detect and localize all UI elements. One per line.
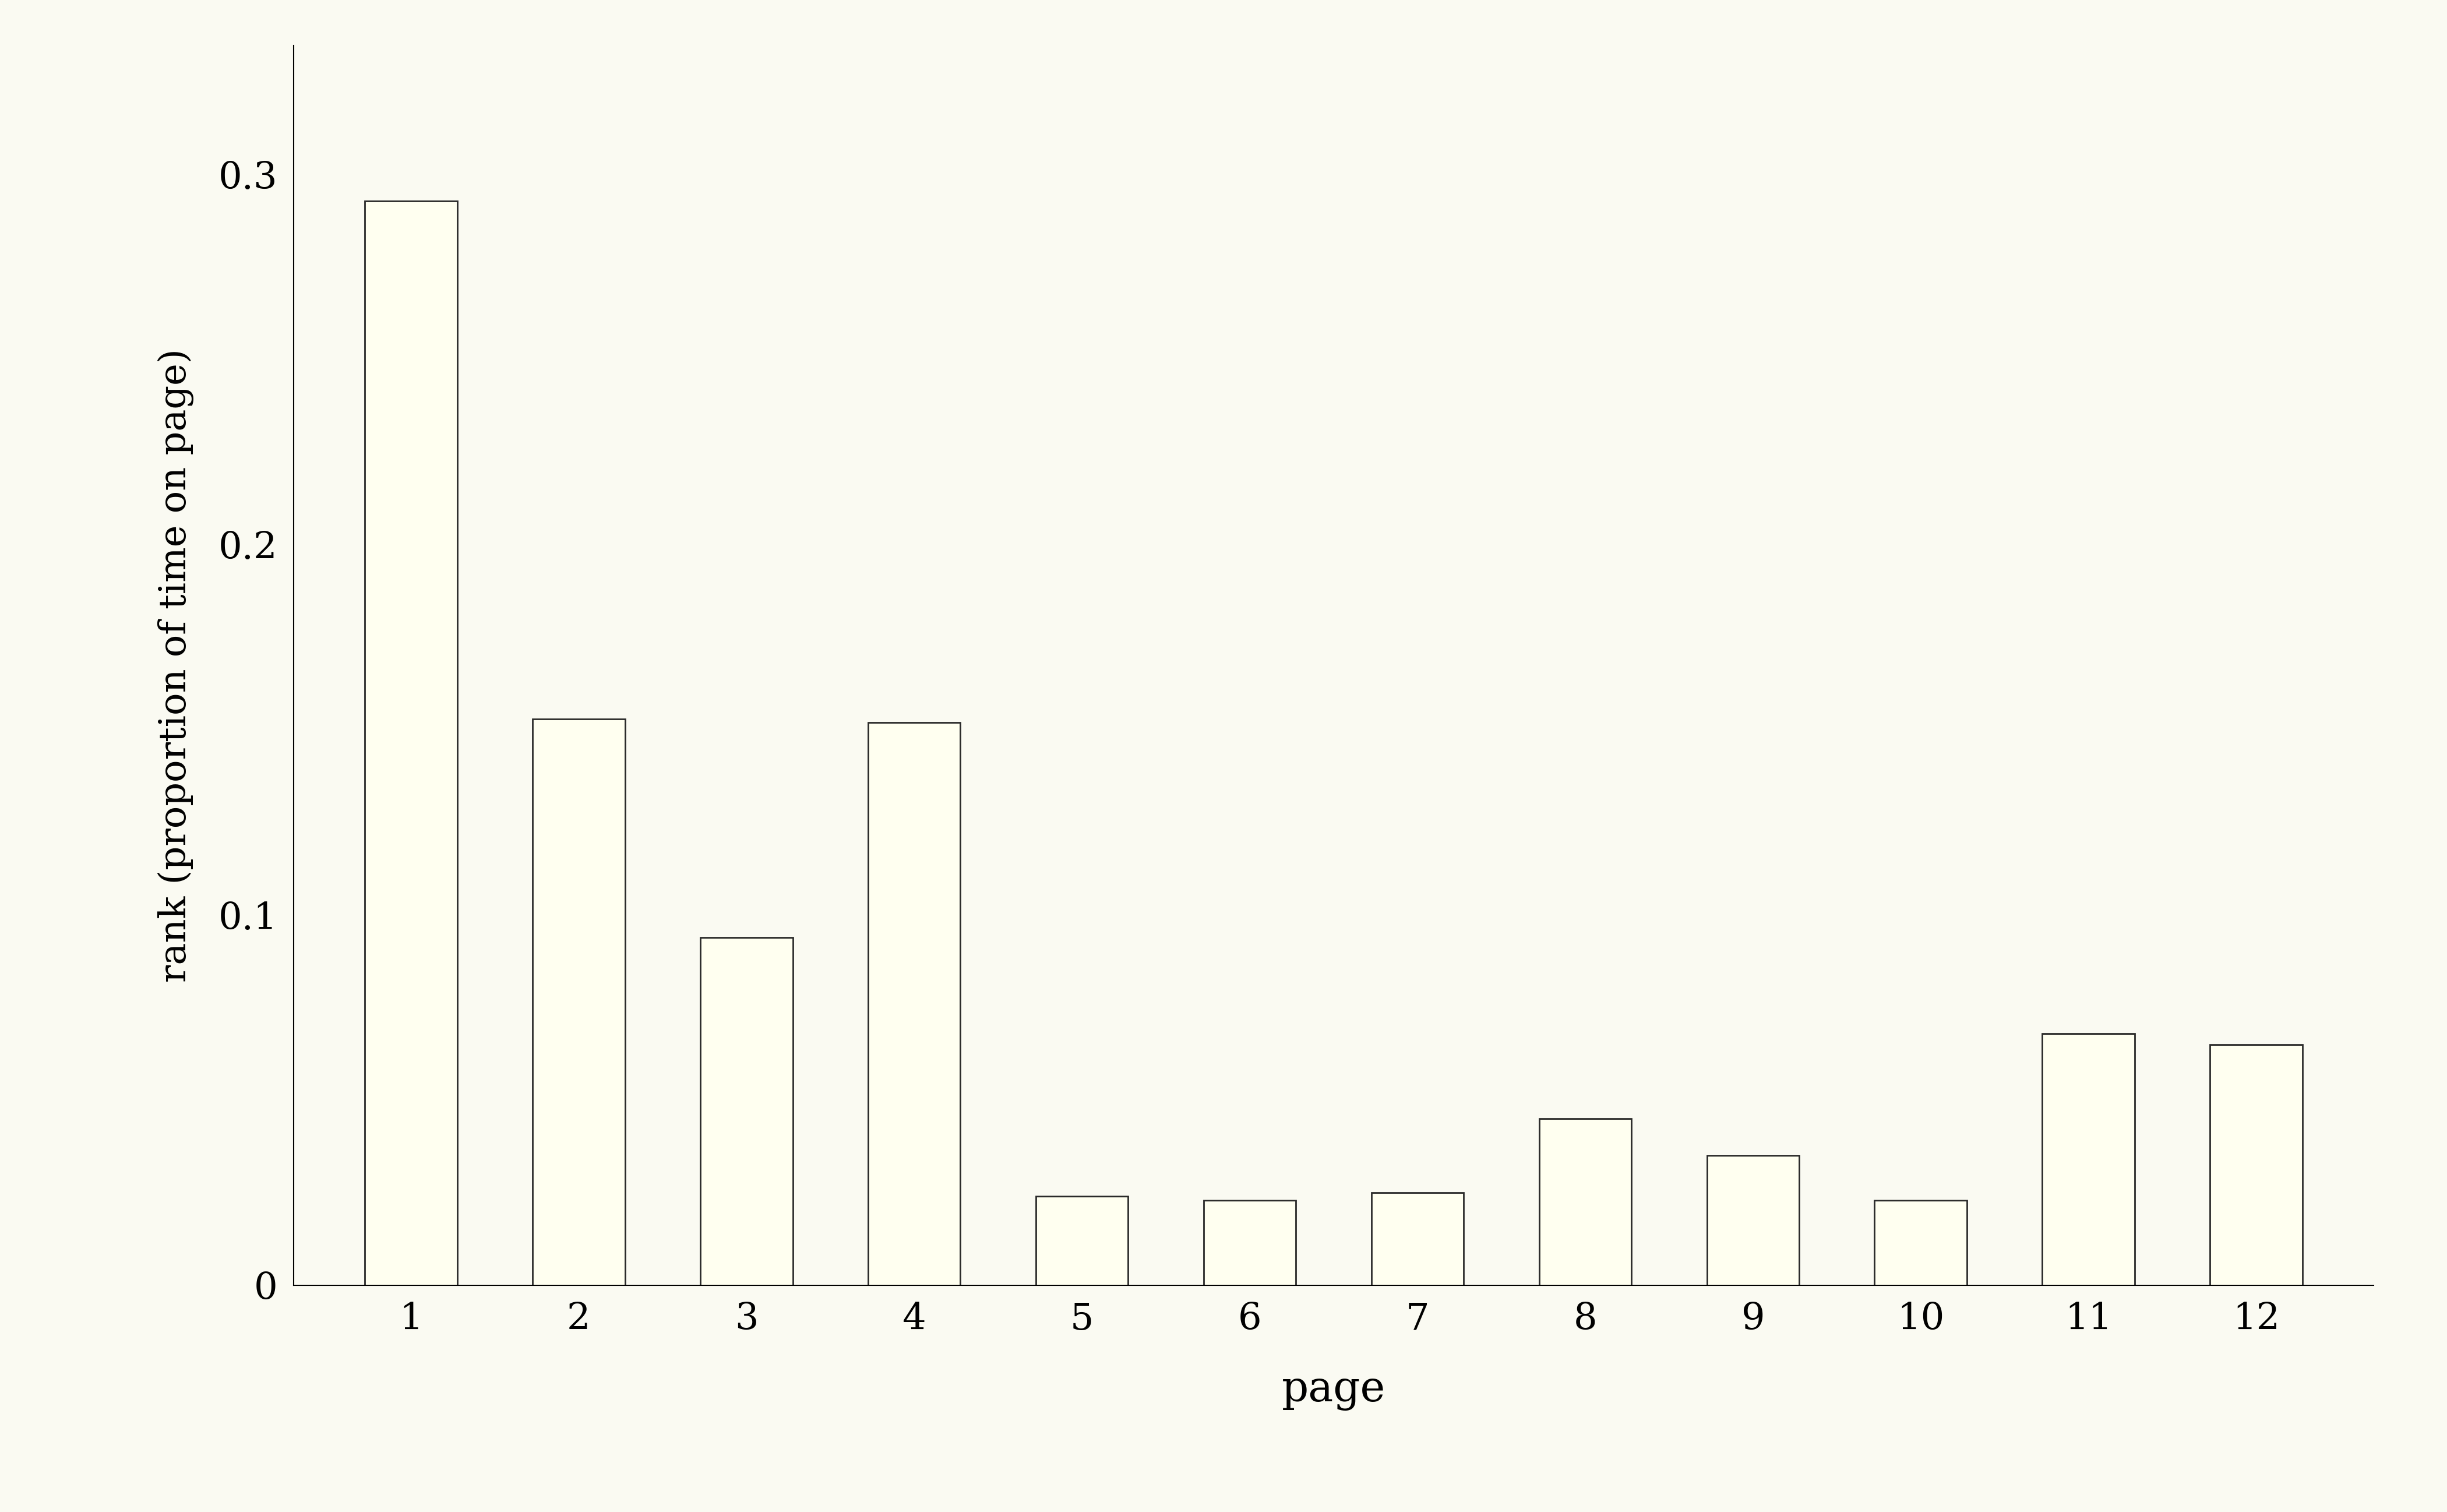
Bar <box>1539 1119 1632 1285</box>
Bar <box>1035 1196 1128 1285</box>
Bar <box>700 937 793 1285</box>
Bar <box>2043 1034 2134 1285</box>
Y-axis label: rank (proportion of time on page): rank (proportion of time on page) <box>157 348 193 983</box>
Bar <box>2210 1045 2303 1285</box>
Bar <box>1874 1201 1967 1285</box>
Bar <box>1204 1201 1297 1285</box>
Bar <box>869 723 959 1285</box>
Bar <box>365 201 458 1285</box>
X-axis label: page: page <box>1282 1370 1385 1411</box>
Bar <box>533 718 624 1285</box>
Bar <box>1370 1193 1463 1285</box>
Bar <box>1708 1155 1799 1285</box>
